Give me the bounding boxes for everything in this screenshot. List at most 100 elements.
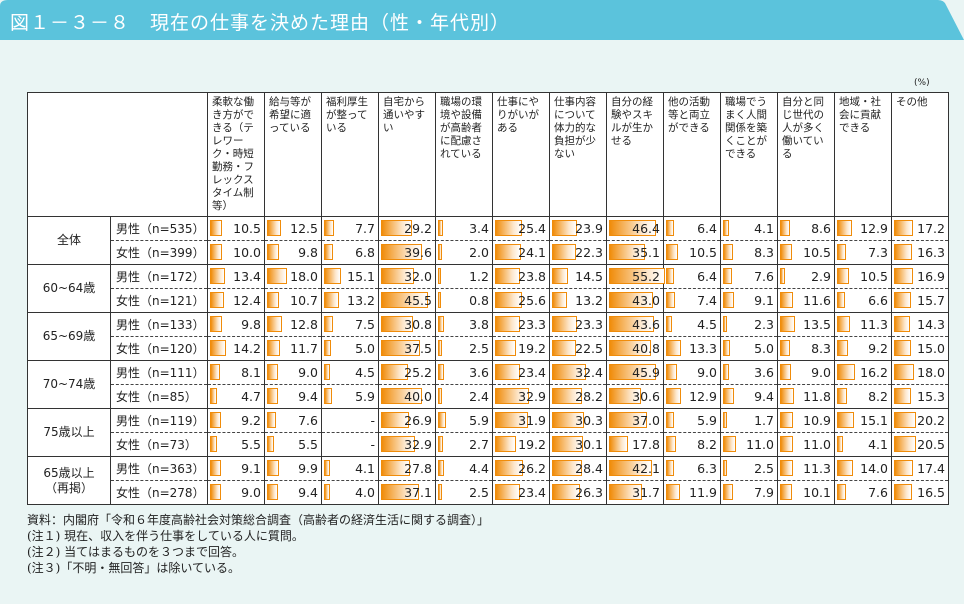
value-label: 9.0 [697,365,717,380]
table-row: 女性（n=399） 10.0 9.8 6.8 39.6 2.0 24.1 22.3 35.1 10… [28,240,949,265]
bar [495,292,523,308]
bar [780,268,785,284]
value-label: 13.2 [347,293,375,308]
value-label: 11.0 [746,437,774,452]
value-label: 8.3 [754,245,774,260]
bar [666,364,677,380]
value-cell: 26.3 [549,480,607,505]
value-label: 7.6 [754,269,774,284]
value-label: 12.4 [233,293,261,308]
bar [723,268,733,284]
value-label: 22.5 [575,341,603,356]
bar [837,364,855,380]
value-cell: 11.3 [777,456,835,481]
value-cell: 4.7 [207,384,265,409]
bar [723,316,728,332]
value-cell: 12.9 [663,384,721,409]
value-label: 14.3 [917,317,945,332]
value-label: 40.0 [404,389,432,404]
bar [894,460,914,476]
value-label: 9.9 [298,461,318,476]
row-label: 男性（n=172） [110,264,208,289]
bar [552,244,576,260]
value-cell: 16.5 [891,480,949,505]
bar [438,364,444,380]
value-cell: 42.1 [606,456,664,481]
value-cell: 32.4 [549,360,607,385]
column-header: 柔軟な働き方ができる（テレワーク・時短勤務・フレックスタイム制等） [207,92,265,217]
value-cell: 9.0 [207,480,265,505]
bar [267,436,275,452]
bar [210,364,220,380]
value-cell: 25.4 [492,216,550,241]
value-label: 17.8 [632,437,660,452]
value-label: 6.4 [697,221,717,236]
bar [552,412,584,428]
value-cell: 13.3 [663,336,721,361]
value-label: 31.7 [632,485,660,500]
value-label: 26.9 [404,413,432,428]
value-label: 8.2 [868,389,888,404]
value-label: 32.0 [404,269,432,284]
value-cell: 9.2 [207,408,265,433]
value-cell: 19.2 [492,432,550,457]
bar [324,340,331,356]
value-label: 6.3 [697,461,717,476]
value-label: 8.2 [697,437,717,452]
bar [210,412,222,428]
value-cell: 28.2 [549,384,607,409]
value-cell: 3.6 [435,360,493,385]
value-label: 19.2 [518,437,546,452]
value-label: 45.9 [632,365,660,380]
value-cell: 43.6 [606,312,664,337]
value-label: 9.0 [241,485,261,500]
value-cell: 9.0 [663,360,721,385]
value-cell: 5.9 [321,384,379,409]
title-bar: 図１－３－８ 現在の仕事を決めた理由（性・年代別） [0,0,964,40]
bar [837,340,849,356]
value-cell: 30.3 [549,408,607,433]
value-label: 15.1 [860,413,888,428]
value-label: 8.6 [811,221,831,236]
value-label: 29.2 [404,221,432,236]
value-label: 12.8 [290,317,318,332]
value-label: 16.5 [917,485,945,500]
value-cell: 10.5 [777,240,835,265]
value-label: 46.4 [632,221,660,236]
table-row: 女性（n=121） 12.4 10.7 13.2 45.5 0.8 25.6 13.2 43.0… [28,288,949,313]
bar [780,412,793,428]
value-label: 30.8 [404,317,432,332]
bar [381,340,420,356]
value-cell: 2.7 [435,432,493,457]
value-label: 2.0 [469,245,489,260]
value-cell: 35.1 [606,240,664,265]
value-label: 6.4 [697,269,717,284]
title-banner [0,0,964,40]
value-label: 32.9 [518,389,546,404]
value-label: 3.6 [754,365,774,380]
header-row: 柔軟な働き方ができる（テレワーク・時短勤務・フレックスタイム制等） 給与等が希望に… [27,92,949,217]
value-cell: 32.9 [378,432,436,457]
value-cell: 9.8 [207,312,265,337]
value-label: 10.9 [803,413,831,428]
bar [324,460,331,476]
value-label: 20.2 [917,413,945,428]
group-label: 75歳以上 [43,425,95,439]
value-cell: 4.4 [435,456,493,481]
bar [210,388,217,404]
value-cell: 2.5 [720,456,778,481]
value-label: 4.1 [355,461,375,476]
value-label: 27.8 [404,461,432,476]
value-cell: 12.5 [264,216,322,241]
value-cell: 2.5 [435,480,493,505]
value-label: 13.5 [803,317,831,332]
value-cell: 29.2 [378,216,436,241]
unit-label: (%) [914,78,930,88]
bar [210,460,221,476]
value-label: 2.7 [469,437,489,452]
value-label: 10.0 [233,245,261,260]
value-label: 30.6 [632,389,660,404]
value-label: 5.9 [469,413,489,428]
value-label: 30.3 [575,413,603,428]
bar [666,412,674,428]
